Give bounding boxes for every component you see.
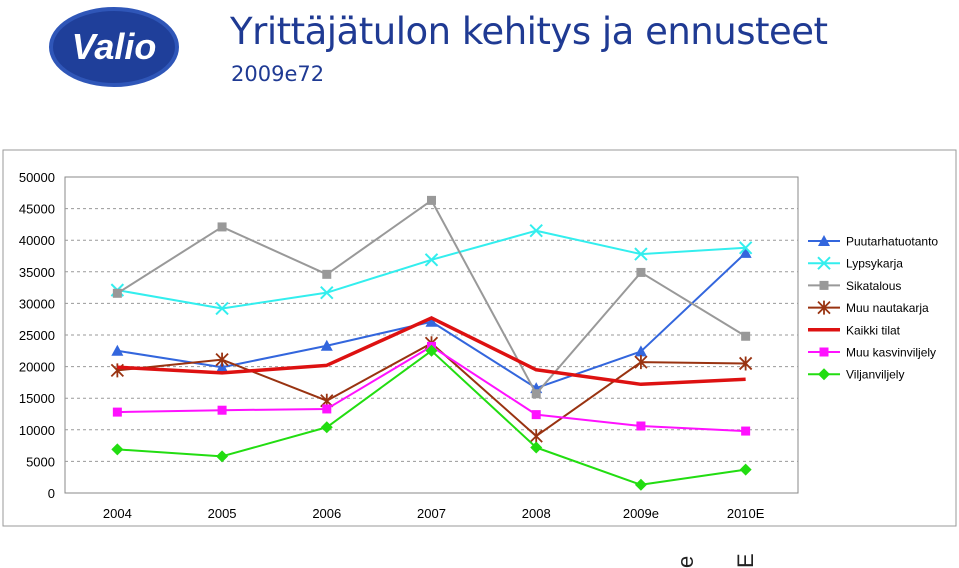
page-subtitle: 2009e72 (231, 62, 325, 86)
legend-marker (817, 256, 831, 270)
data-point (217, 405, 227, 415)
legend-label: Kaikki tilat (846, 323, 901, 337)
legend: Puutarhatuotanto Lypsykarja Sikatalous Muu … (808, 235, 938, 382)
y-tick-label: 10000 (19, 423, 55, 438)
y-axis: 0 5000 10000 15000 20000 25000 30000 35000 40000… (19, 170, 55, 501)
y-tick-label: 35000 (19, 265, 55, 280)
data-point (111, 344, 124, 356)
data-point (322, 269, 332, 279)
data-point (215, 301, 229, 316)
data-point (634, 478, 647, 491)
x-axis: 2004 2005 2006 2007 2008 2009e 2010E (103, 506, 765, 521)
valio-logo: Valio (49, 7, 179, 87)
legend-item-viljanviljely: Viljanviljely (808, 368, 904, 382)
series-viljanviljely (111, 344, 752, 491)
data-point (739, 356, 753, 371)
data-point (636, 421, 646, 431)
x-tick-label: 2004 (103, 506, 132, 521)
data-point (425, 344, 438, 357)
legend-marker (818, 368, 830, 381)
data-point (112, 407, 122, 417)
data-point (425, 315, 438, 327)
data-point (320, 339, 333, 351)
grid-lines (65, 208, 798, 462)
x-tick-label: 2009e (623, 506, 659, 521)
legend-marker (819, 280, 829, 290)
data-point (217, 222, 227, 232)
data-point (111, 443, 124, 456)
data-point (529, 224, 543, 238)
x-tick-label: 2008 (522, 506, 551, 521)
y-tick-label: 25000 (19, 328, 55, 343)
legend-item-kaikki-tilat: Kaikki tilat (808, 323, 901, 337)
data-point (531, 410, 541, 420)
legend-label: Puutarhatuotanto (846, 235, 938, 249)
legend-label: Sikatalous (846, 279, 901, 293)
legend-label: Muu nautakarja (846, 301, 929, 315)
data-point (530, 441, 543, 454)
legend-item-sikatalous: Sikatalous (808, 279, 901, 293)
legend-label: Muu kasvinviljely (846, 346, 936, 360)
legend-item-muu-kasvinviljely: Muu kasvinviljely (808, 346, 936, 360)
x-tick-label: 2005 (208, 506, 237, 521)
y-tick-label: 0 (48, 486, 55, 501)
legend-marker (819, 347, 829, 357)
data-point (741, 331, 751, 341)
data-point (739, 246, 752, 258)
data-point (636, 267, 646, 277)
data-point (634, 345, 647, 357)
data-point (215, 352, 229, 367)
series-kaikki-tilat (117, 316, 746, 387)
data-point (320, 421, 333, 434)
y-tick-label: 30000 (19, 296, 55, 311)
data-point (216, 450, 229, 463)
logo-text: Valio (72, 26, 157, 67)
x-tick-label: 2007 (417, 506, 446, 521)
data-point (738, 241, 753, 255)
legend-marker (817, 300, 831, 315)
data-point (634, 247, 648, 261)
legend-item-muu-nautakarja: Muu nautakarja (808, 300, 929, 315)
data-point (320, 285, 334, 300)
x-tick-label: 2006 (312, 506, 341, 521)
series-line (117, 316, 746, 387)
series-group (110, 195, 753, 491)
data-point (634, 355, 648, 370)
legend-item-lypsykarja: Lypsykarja (808, 256, 903, 271)
data-point (112, 288, 122, 298)
x-tick-label: 2010E (727, 506, 765, 521)
stray-label-E: E (733, 553, 758, 568)
y-tick-label: 45000 (19, 202, 55, 217)
legend-item-puutarhatuotanto: Puutarhatuotanto (808, 235, 938, 249)
page-title: Yrittäjätulon kehitys ja ennusteet (230, 10, 828, 53)
legend-label: Lypsykarja (846, 257, 903, 271)
y-tick-label: 5000 (26, 454, 55, 469)
series-sikatalous (112, 195, 751, 399)
y-tick-label: 40000 (19, 233, 55, 248)
data-point (322, 404, 332, 414)
legend-marker (818, 235, 830, 246)
data-point (529, 429, 543, 444)
data-point (739, 463, 752, 476)
data-point (741, 426, 751, 436)
logo-oval (49, 7, 179, 87)
data-point (427, 195, 436, 205)
data-point (216, 361, 229, 373)
stray-label-e: e (673, 555, 698, 568)
legend-label: Viljanviljely (846, 368, 904, 382)
data-point (531, 389, 541, 399)
y-tick-label: 50000 (19, 170, 55, 185)
data-point (424, 253, 439, 267)
y-tick-label: 15000 (19, 391, 55, 406)
y-tick-label: 20000 (19, 360, 55, 375)
